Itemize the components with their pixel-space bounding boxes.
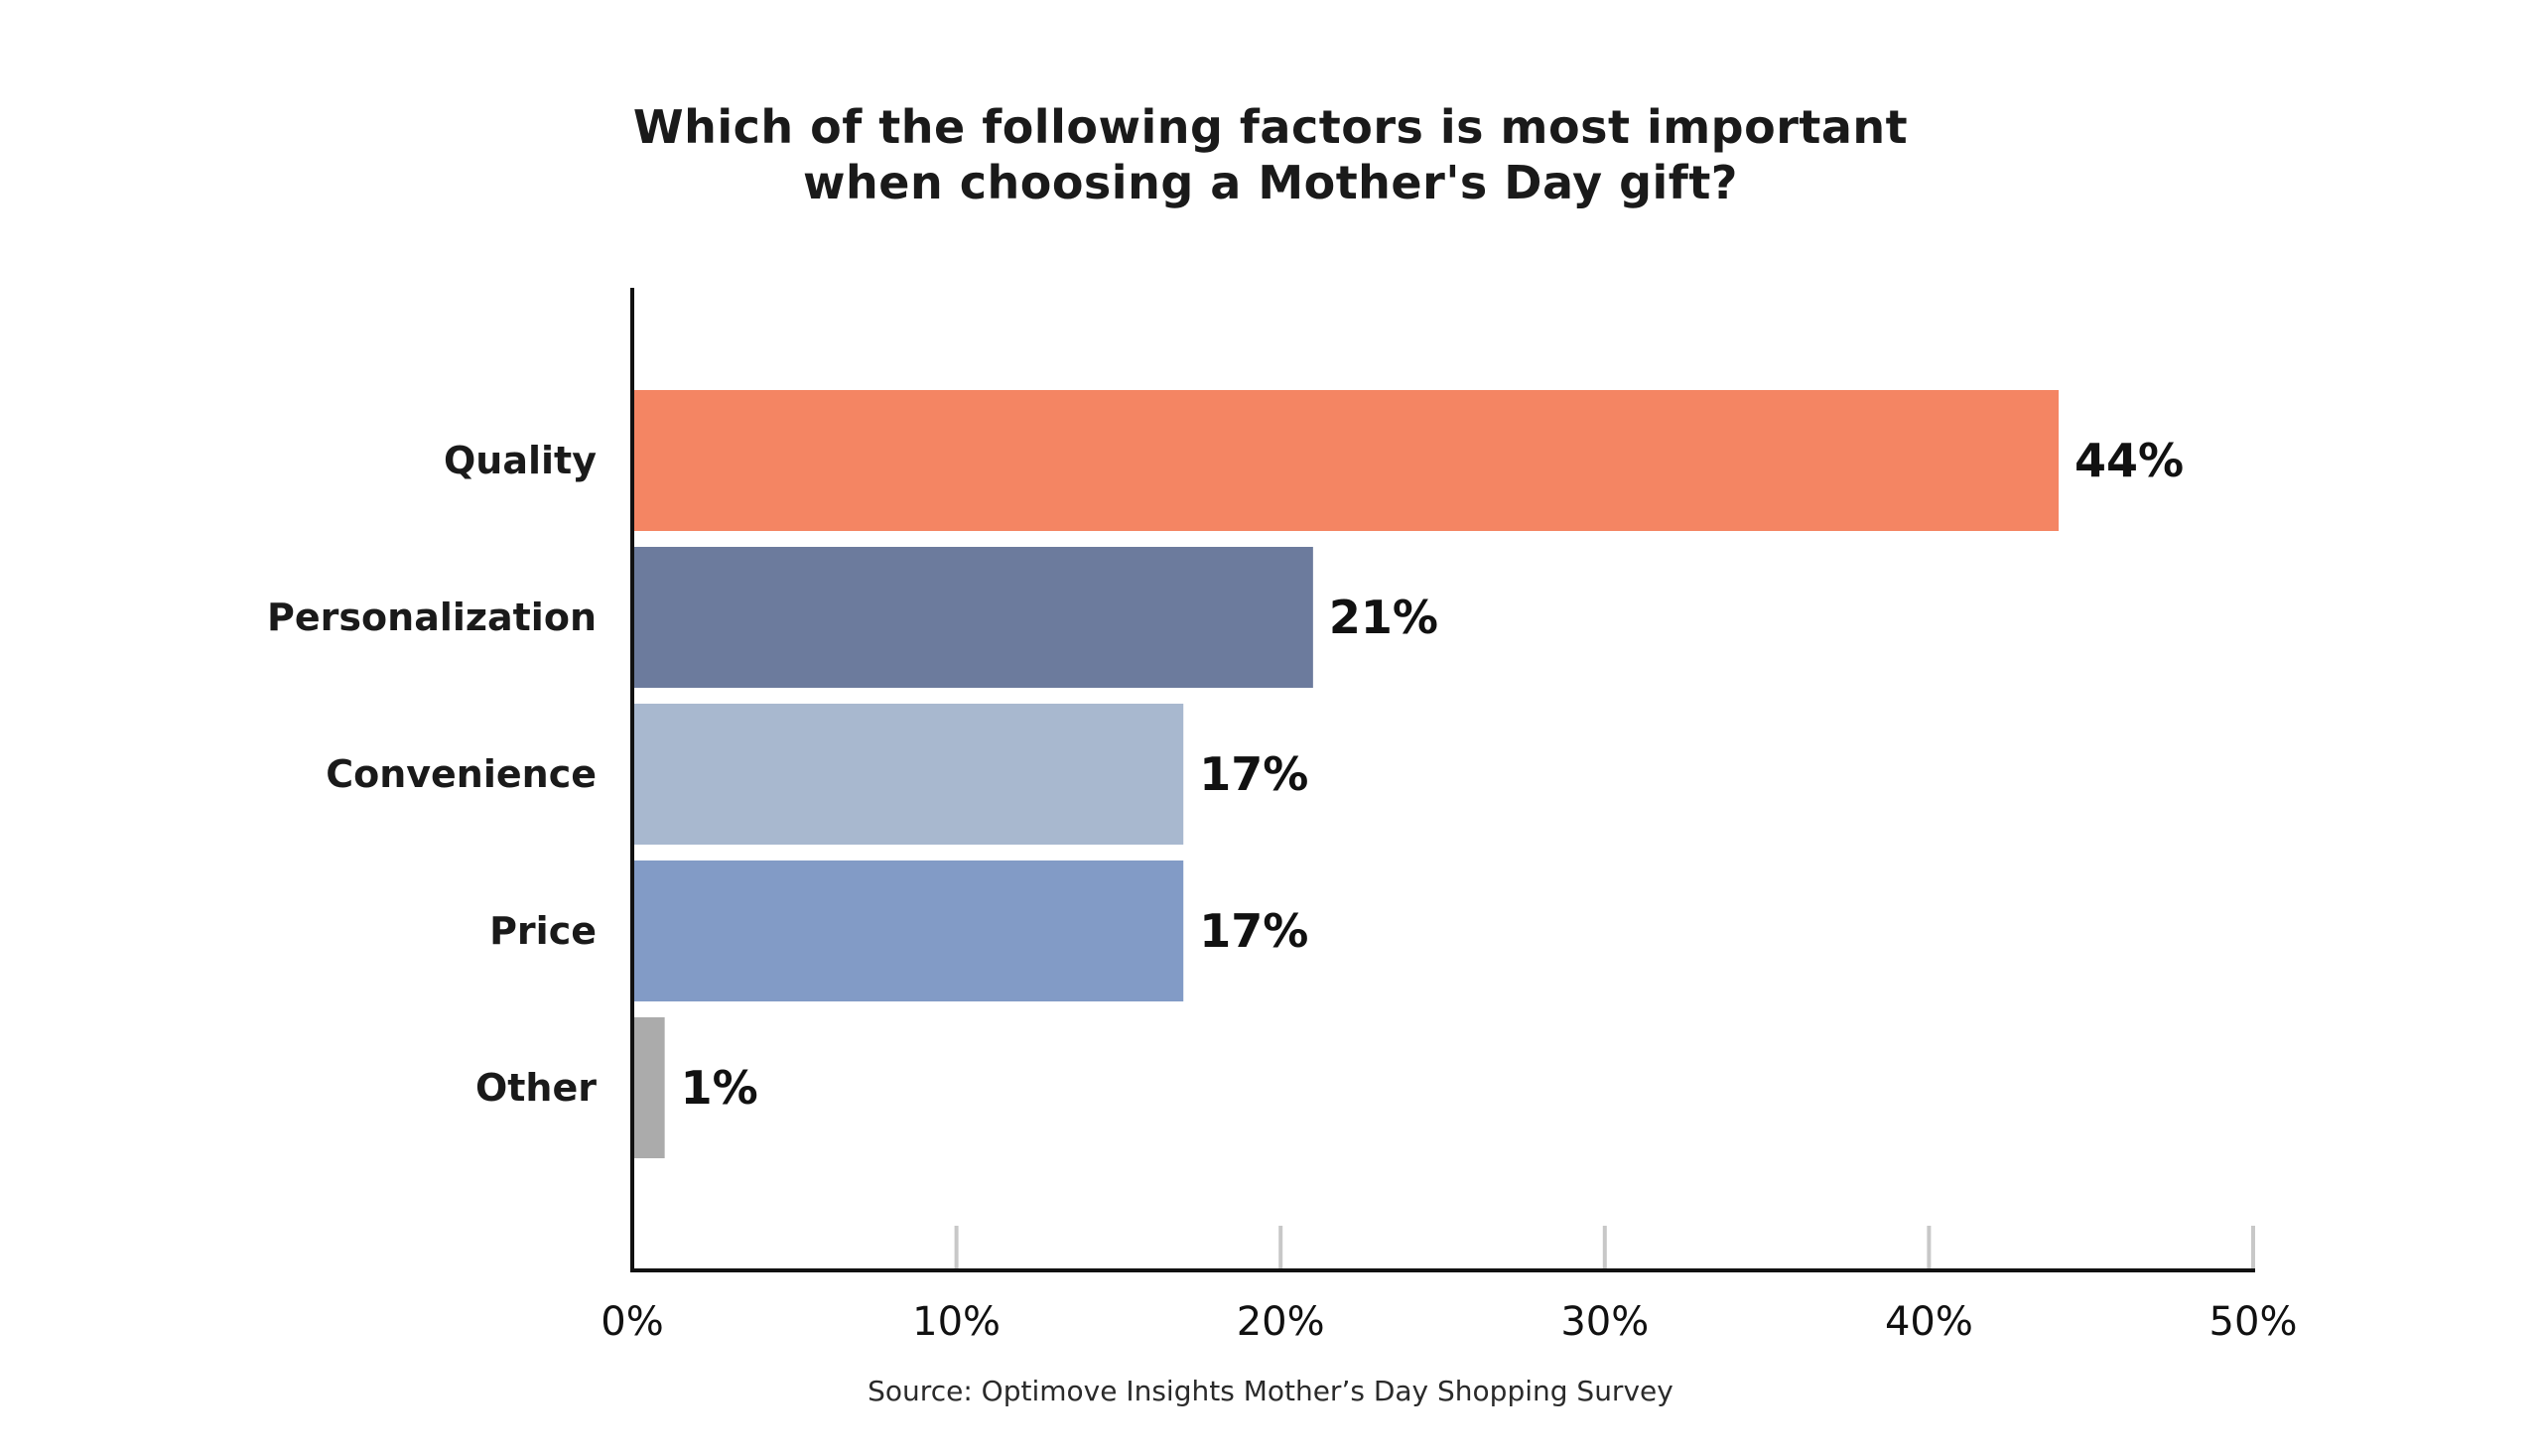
x-tick-label: 10% bbox=[912, 1299, 1001, 1345]
value-label: 17% bbox=[1199, 747, 1308, 801]
bar-convenience bbox=[632, 704, 1184, 845]
bar-quality bbox=[632, 390, 2060, 531]
bar-price bbox=[632, 860, 1184, 1001]
category-label: Price bbox=[489, 909, 597, 953]
value-label: 44% bbox=[2074, 434, 2184, 487]
x-tick-label: 20% bbox=[1237, 1299, 1325, 1345]
value-label: 17% bbox=[1199, 904, 1308, 958]
x-tick-label: 0% bbox=[601, 1299, 663, 1345]
x-tick-label: 50% bbox=[2209, 1299, 2298, 1345]
category-label: Personalization bbox=[267, 596, 597, 639]
bar-personalization bbox=[632, 547, 1313, 688]
bar-other bbox=[632, 1017, 665, 1158]
x-tick-label: 30% bbox=[1560, 1299, 1649, 1345]
category-label: Quality bbox=[444, 439, 597, 482]
value-label: 21% bbox=[1329, 591, 1438, 644]
value-label: 1% bbox=[681, 1061, 758, 1115]
chart-title-line-2: when choosing a Mother's Day gift? bbox=[803, 156, 1738, 209]
category-label: Convenience bbox=[326, 752, 597, 796]
chart-source-note: Source: Optimove Insights Mother’s Day S… bbox=[868, 1375, 1673, 1407]
x-tick-label: 40% bbox=[1885, 1299, 1973, 1345]
category-label: Other bbox=[475, 1066, 597, 1110]
chart-title-line-1: Which of the following factors is most i… bbox=[632, 100, 1909, 154]
